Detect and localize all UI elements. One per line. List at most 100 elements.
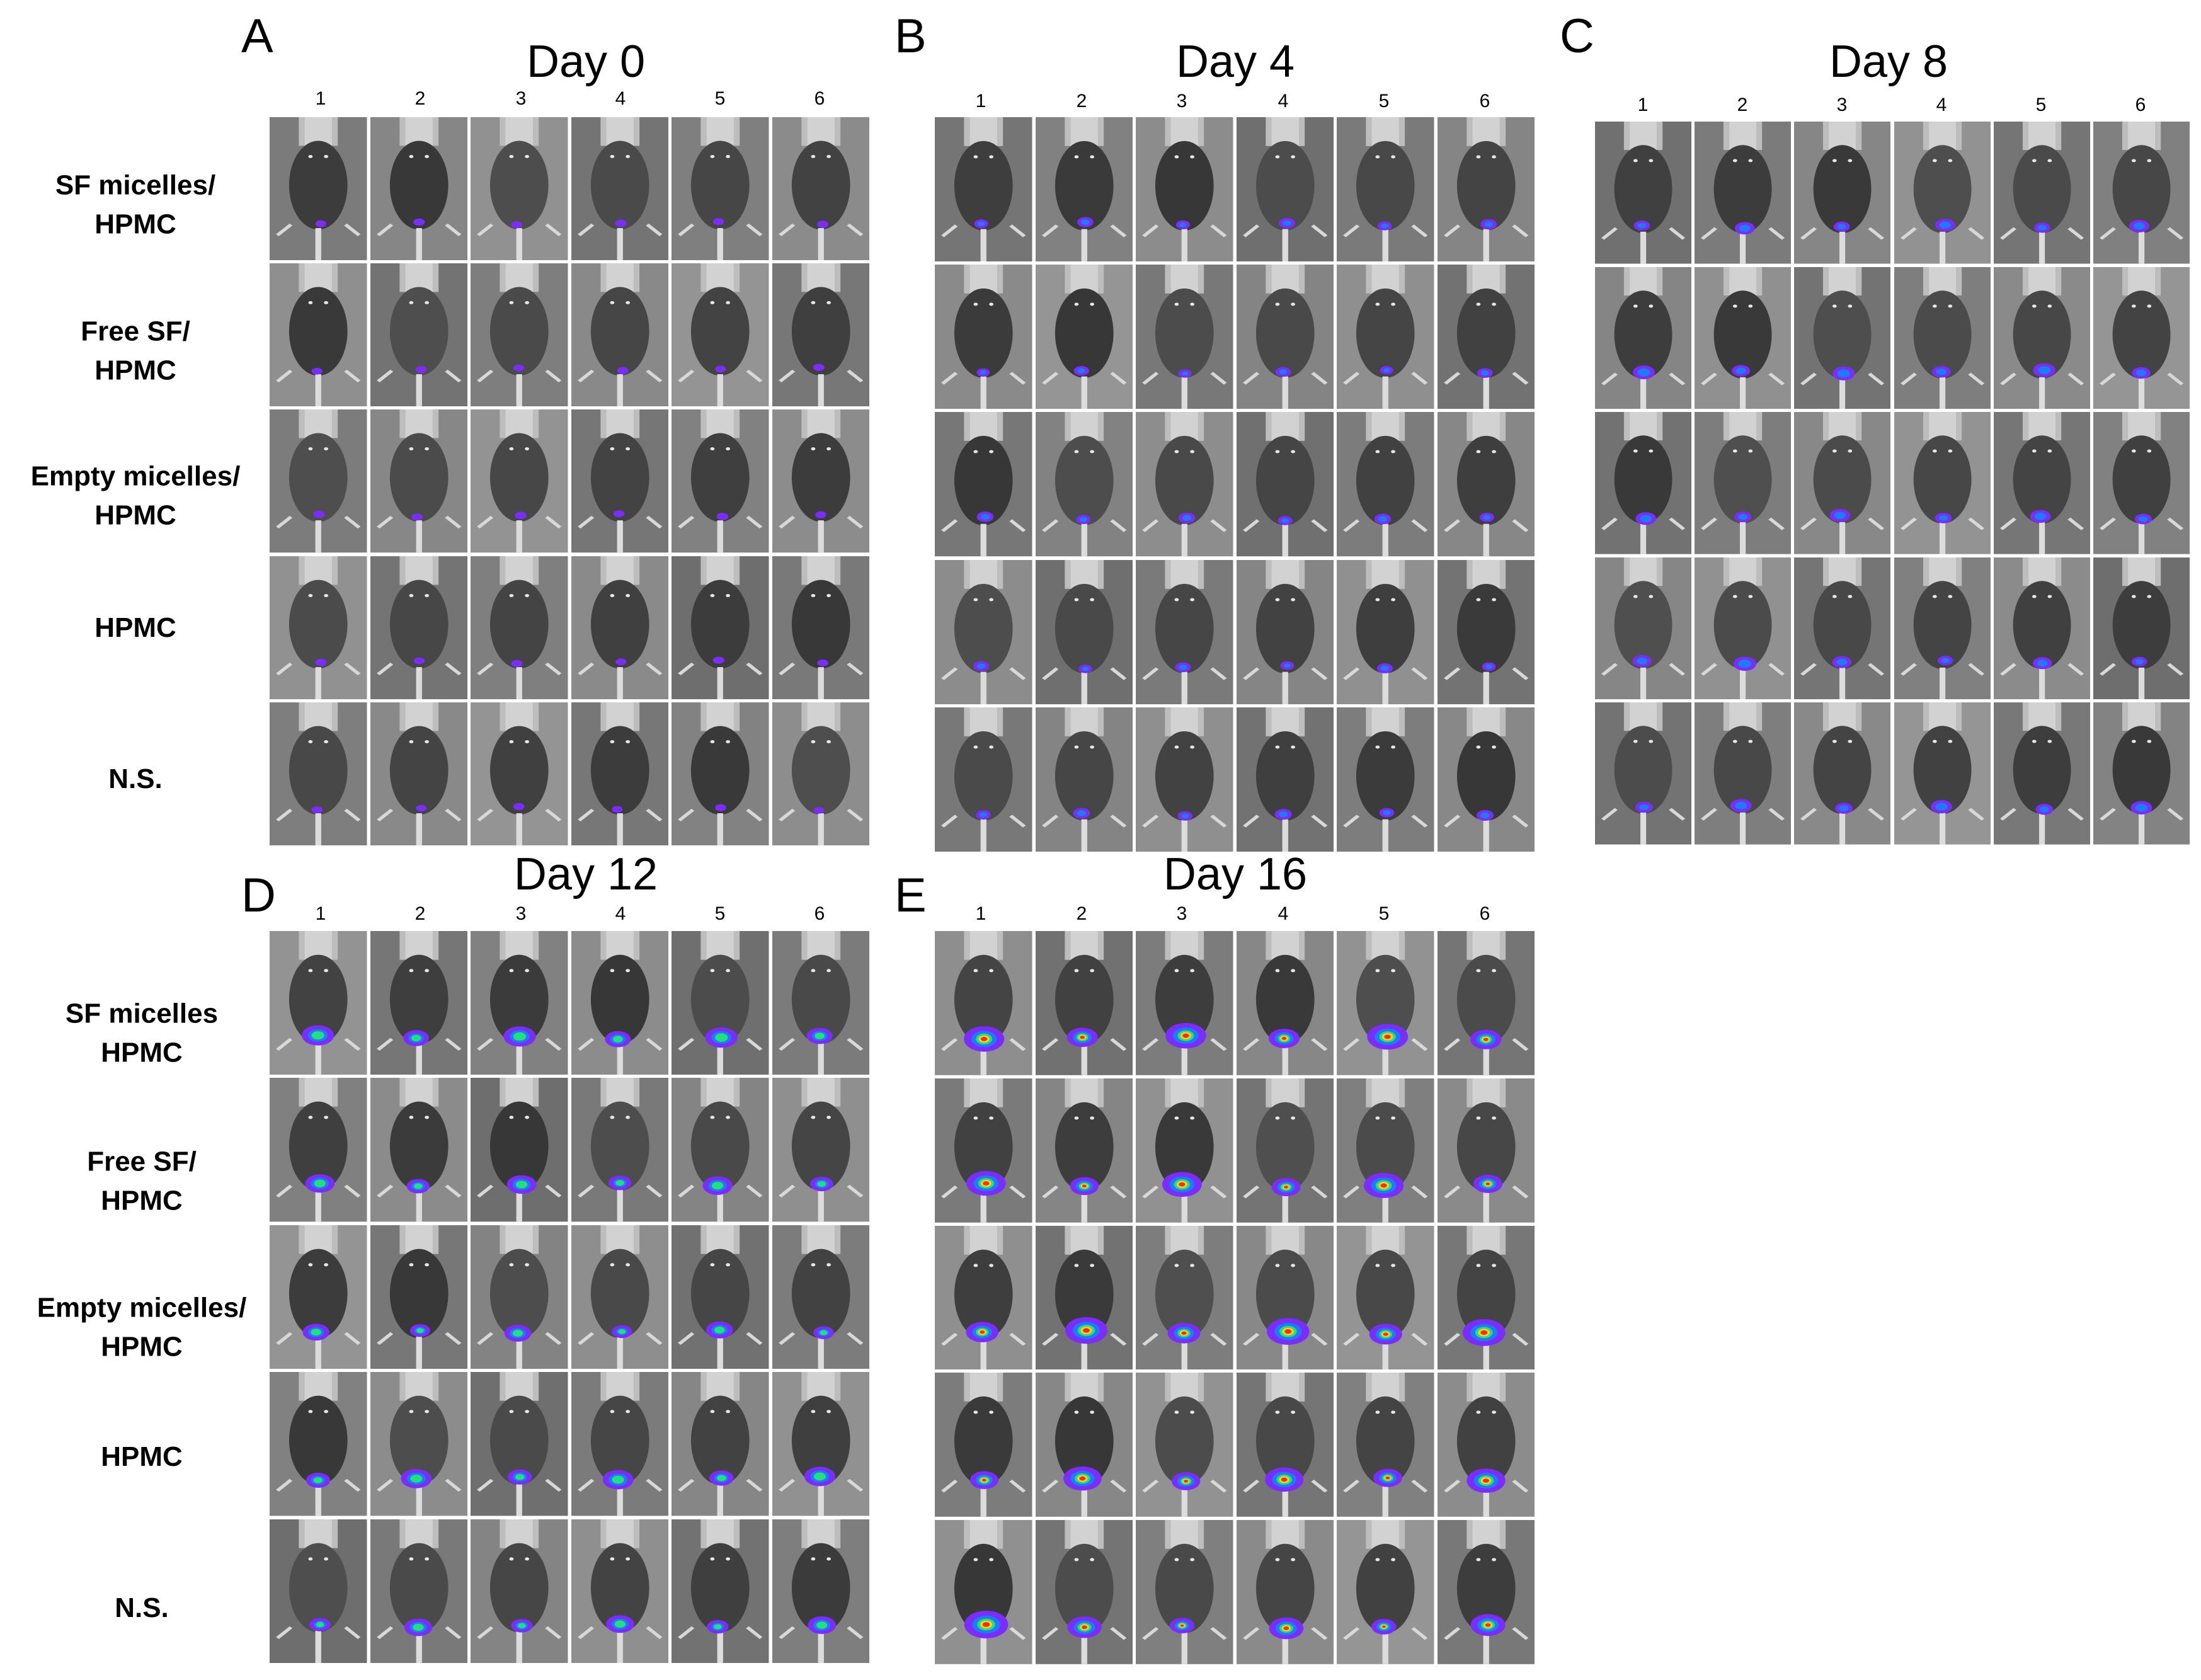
column-number: 5 [714, 903, 726, 924]
mouse-image [1136, 1520, 1233, 1664]
mouse-image [1337, 707, 1434, 852]
mouse-image [1236, 931, 1334, 1075]
column-number: 5 [1378, 903, 1390, 924]
column-number: 1 [315, 903, 326, 924]
mouse-image [1595, 557, 1692, 700]
mouse-image [1695, 412, 1792, 554]
mouse-image [1337, 1373, 1434, 1517]
column-number: 6 [2135, 94, 2146, 115]
mouse-image [1437, 1520, 1535, 1664]
mouse-image [270, 931, 367, 1075]
mouse-image [1337, 412, 1434, 557]
mouse-image [1695, 557, 1792, 700]
mouse-image [1136, 1078, 1233, 1223]
mouse-image [1794, 702, 1891, 845]
mouse-image [270, 556, 367, 699]
mouse-image [935, 265, 1032, 409]
mouse-image [1894, 557, 1991, 700]
mouse-image [2093, 122, 2190, 264]
column-number: 3 [1176, 91, 1187, 111]
mouse-image [772, 1519, 869, 1663]
mouse-image [935, 117, 1032, 262]
mouse-image [1035, 265, 1133, 409]
column-number: 3 [1176, 903, 1187, 924]
mouse-image [1236, 1373, 1334, 1517]
mouse-image [370, 556, 467, 699]
column-number: 4 [1278, 903, 1289, 924]
column-number: 6 [814, 903, 825, 924]
column-number: 3 [515, 903, 527, 924]
mouse-image [1595, 122, 1692, 264]
mouse-image [1136, 1225, 1233, 1370]
row-label-hpmc: HPMC [101, 1441, 183, 1473]
mouse-image [1794, 412, 1891, 554]
mouse-image [1136, 265, 1233, 409]
mouse-image [1337, 559, 1434, 704]
mouse-image [1035, 931, 1133, 1075]
mouse-image [1794, 557, 1891, 700]
column-number: 2 [414, 903, 426, 924]
mouse-image [672, 1225, 769, 1369]
column-number: 4 [1278, 91, 1289, 111]
mouse-image [471, 1078, 568, 1222]
mouse-image [1337, 931, 1434, 1075]
mouse-image [1993, 266, 2090, 409]
mouse-image [935, 1225, 1032, 1370]
mouse-image [1993, 412, 2090, 554]
mouse-image [1695, 122, 1792, 264]
panel-e-letter: E [895, 869, 927, 922]
mouse-image [571, 1225, 668, 1369]
mouse-image [1236, 265, 1334, 409]
mouse-image [1337, 1520, 1434, 1664]
mouse-image [1136, 559, 1233, 704]
mouse-image [370, 931, 467, 1075]
mouse-image [571, 702, 668, 845]
mouse-image [672, 1078, 769, 1222]
mouse-image [1437, 1078, 1535, 1223]
mouse-image [2093, 702, 2190, 845]
mouse-image [1337, 265, 1434, 409]
mouse-image [370, 117, 467, 261]
mouse-image [672, 263, 769, 407]
mouse-image [1236, 559, 1334, 704]
panel-c-letter: C [1560, 9, 1594, 63]
row-label-sf-micelles: SF micelles HPMC [65, 998, 219, 1068]
mouse-image [935, 931, 1032, 1075]
row-label-free-sf: Free SF/ HPMC [81, 316, 190, 386]
row-label-empty-micelles: Empty micelles/ HPMC [37, 1292, 247, 1362]
mouse-image [1437, 707, 1535, 852]
mouse-image [772, 409, 869, 553]
mouse-image [571, 1372, 668, 1516]
image-grid [935, 117, 1535, 852]
column-number: 3 [515, 88, 527, 109]
mouse-image [1794, 266, 1891, 409]
column-number: 2 [1076, 903, 1087, 924]
column-number: 3 [1836, 94, 1848, 115]
mouse-image [935, 559, 1032, 704]
mouse-image [270, 1078, 367, 1222]
mouse-image [1136, 117, 1233, 262]
mouse-image [772, 931, 869, 1075]
mouse-image [1136, 1373, 1233, 1517]
mouse-image [2093, 266, 2190, 409]
mouse-image [270, 263, 367, 407]
column-number: 6 [814, 88, 825, 109]
mouse-image [1437, 931, 1535, 1075]
mouse-image [772, 702, 869, 845]
mouse-image [370, 702, 467, 845]
mouse-image [370, 263, 467, 407]
mouse-image [571, 409, 668, 553]
mouse-image [672, 1519, 769, 1663]
mouse-image [1437, 1373, 1535, 1517]
row-label-ns: N.S. [115, 1592, 169, 1624]
panel-a-letter: A [241, 9, 273, 63]
mouse-image [1894, 412, 1991, 554]
mouse-image [1236, 412, 1334, 557]
mouse-image [270, 1519, 367, 1663]
mouse-image [772, 1078, 869, 1222]
mouse-image [471, 1372, 568, 1516]
mouse-image [935, 1520, 1032, 1664]
mouse-image [270, 1372, 367, 1516]
mouse-image [935, 1373, 1032, 1517]
mouse-image [935, 1078, 1032, 1223]
